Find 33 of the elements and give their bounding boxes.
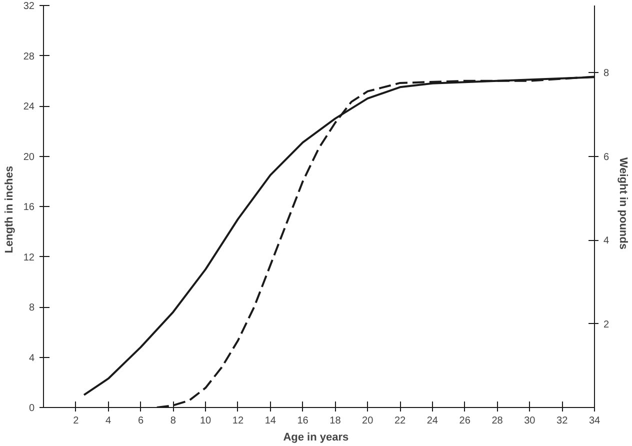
y-tick-label: 20 — [23, 152, 35, 163]
x-tick-label: 10 — [200, 416, 212, 426]
x-tick-label: 14 — [264, 416, 276, 426]
y2-axis-title: Weight in pounds — [617, 157, 630, 250]
y-tick-label: 32 — [23, 1, 35, 12]
y2-tick-label: 6 — [604, 152, 610, 163]
x-tick-label: 20 — [362, 416, 374, 426]
y2-tick-label: 4 — [604, 236, 610, 246]
x-tick-label: 2 — [73, 416, 80, 426]
x-axis-title: Age in years — [283, 432, 349, 444]
x-tick-label: 24 — [426, 416, 438, 426]
y-tick-label: 16 — [23, 202, 35, 213]
x-tick-label: 4 — [106, 416, 112, 426]
x-tick-label: 32 — [556, 416, 568, 426]
x-tick-label: 8 — [170, 416, 176, 426]
y-tick-label: 8 — [28, 302, 35, 314]
y-tick-label: 4 — [28, 352, 35, 364]
y2-tick-label: 8 — [604, 68, 610, 79]
x-tick-label: 6 — [138, 416, 144, 426]
y-tick-label: 0 — [28, 403, 35, 414]
y-tick-label: 28 — [23, 51, 35, 62]
y-tick-label: 24 — [23, 102, 35, 112]
x-tick-label: 28 — [492, 416, 504, 426]
x-tick-label: 22 — [394, 416, 406, 426]
x-tick-label: 26 — [459, 416, 471, 426]
x-tick-label: 16 — [297, 416, 309, 426]
y2-tick-label: 2 — [604, 319, 610, 330]
y-axis-title: Length in inches — [3, 166, 16, 254]
x-tick-label: 12 — [232, 416, 244, 426]
x-tick-label: 30 — [524, 416, 536, 426]
x-tick-label: 18 — [330, 416, 342, 426]
y-tick-label: 12 — [23, 252, 35, 264]
x-tick-label: 34 — [588, 416, 600, 426]
